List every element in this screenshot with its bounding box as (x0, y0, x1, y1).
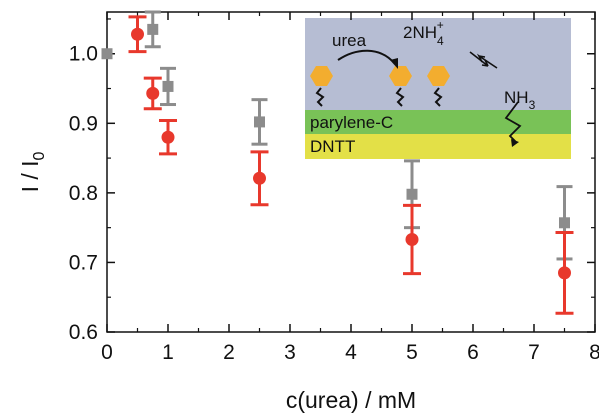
linker-icon (315, 87, 325, 107)
ammonium-subscript: 4 (437, 34, 444, 48)
data-markers (101, 23, 571, 280)
reaction-arrow-icon (337, 49, 396, 65)
data-point-circle (131, 27, 144, 41)
y-tick-label: 0.7 (69, 251, 98, 274)
y-tick-label: 1.0 (69, 43, 98, 66)
ammonia-label: NH3 (504, 88, 536, 112)
equilibrium-arrow-icon (469, 51, 489, 67)
ammonium-superscript: + (437, 18, 444, 32)
x-tick-label: 3 (284, 341, 296, 364)
data-point-circle (161, 130, 175, 144)
x-tick-label: 1 (162, 341, 174, 364)
y-axis-title: I / I0 (17, 151, 48, 192)
y-tick-label: 0.6 (69, 321, 98, 344)
x-tick-label: 0 (101, 341, 113, 364)
y-tick-label: 0.9 (69, 112, 98, 135)
ammonium-label-main: 2NH (403, 23, 437, 42)
enzyme-icon (427, 66, 450, 86)
reaction-arrowhead-icon (390, 58, 398, 69)
x-tick-label: 4 (345, 341, 357, 364)
data-point-square (101, 48, 113, 60)
x-tick-label: 8 (589, 341, 599, 364)
equilibrium-arrow-icon (476, 53, 498, 69)
data-point-circle (146, 86, 160, 100)
diffusion-arrowhead-icon (511, 139, 519, 147)
enzyme-icon (310, 66, 333, 86)
x-tick-label: 6 (467, 341, 479, 364)
linker-icon (395, 87, 405, 107)
data-point-circle (253, 171, 266, 185)
data-point-square (147, 23, 159, 35)
urea-label: urea (332, 31, 367, 50)
dntt-layer (305, 134, 571, 159)
dntt-label: DNTT (310, 137, 355, 156)
ammonia-subscript: 3 (529, 98, 536, 112)
x-tick-label: 7 (528, 341, 540, 364)
data-point-square (254, 116, 265, 128)
inset-schematic: urea 2NH4 + NH3 parylene-C DNTT (305, 18, 571, 159)
data-point-circle (558, 266, 571, 280)
data-point-square (406, 188, 418, 200)
y-axis-title-subscript: 0 (31, 151, 48, 160)
x-tick-label: 2 (223, 341, 235, 364)
data-point-square (162, 80, 174, 92)
x-tick-label: 5 (406, 341, 418, 364)
ammonium-label: 2NH4 + (403, 18, 444, 48)
y-tick-label: 0.8 (69, 182, 98, 205)
enzyme-icon (389, 66, 412, 86)
linker-icon (433, 87, 443, 107)
diffusion-arrow-icon (504, 101, 522, 143)
data-point-circle (405, 232, 419, 246)
x-axis-title: c(urea) / mM (286, 387, 416, 413)
ammonia-label-main: NH (504, 88, 529, 107)
parylene-label: parylene-C (310, 113, 393, 132)
data-point-square (559, 217, 570, 229)
y-axis-title-main: I / I (17, 160, 43, 192)
tick-labels: 0 1 2 3 4 5 6 7 8 0.6 0.7 0.8 0.9 1.0 (69, 43, 599, 364)
parylene-layer (305, 110, 571, 134)
